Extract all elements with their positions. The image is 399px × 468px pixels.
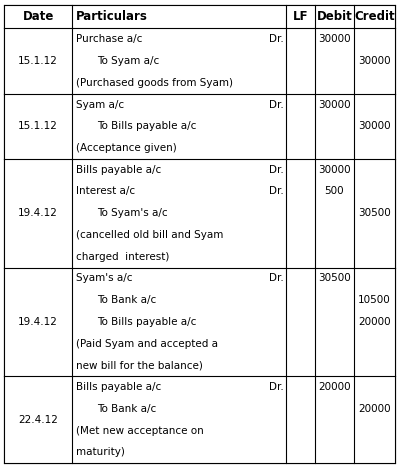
Text: To Syam a/c: To Syam a/c bbox=[97, 56, 160, 66]
Text: Syam's a/c: Syam's a/c bbox=[76, 273, 132, 284]
Text: Bills payable a/c: Bills payable a/c bbox=[76, 382, 161, 392]
Text: 20000: 20000 bbox=[358, 317, 391, 327]
Bar bbox=[4, 94, 395, 159]
Text: 30500: 30500 bbox=[358, 208, 391, 218]
Text: Date: Date bbox=[22, 10, 54, 23]
Text: 30000: 30000 bbox=[318, 100, 351, 110]
Text: 19.4.12: 19.4.12 bbox=[18, 317, 58, 327]
Bar bbox=[4, 5, 395, 29]
Text: (Purchased goods from Syam): (Purchased goods from Syam) bbox=[76, 78, 233, 88]
Text: new bill for the balance): new bill for the balance) bbox=[76, 360, 202, 371]
Text: 19.4.12: 19.4.12 bbox=[18, 208, 58, 218]
Text: 20000: 20000 bbox=[318, 382, 351, 392]
Text: Dr.: Dr. bbox=[269, 382, 284, 392]
Text: (cancelled old bill and Syam: (cancelled old bill and Syam bbox=[76, 230, 223, 240]
Text: (Acceptance given): (Acceptance given) bbox=[76, 143, 176, 153]
Text: Purchase a/c: Purchase a/c bbox=[76, 34, 142, 44]
Text: Syam a/c: Syam a/c bbox=[76, 100, 124, 110]
Text: Dr.: Dr. bbox=[269, 34, 284, 44]
Text: 10500: 10500 bbox=[358, 295, 391, 305]
Text: 30000: 30000 bbox=[318, 34, 351, 44]
Text: 22.4.12: 22.4.12 bbox=[18, 415, 58, 425]
Text: 30000: 30000 bbox=[358, 56, 391, 66]
Text: Interest a/c: Interest a/c bbox=[76, 186, 135, 197]
Text: 30000: 30000 bbox=[358, 121, 391, 131]
Text: Dr.: Dr. bbox=[269, 273, 284, 284]
Text: Dr.: Dr. bbox=[269, 186, 284, 197]
Text: 20000: 20000 bbox=[358, 404, 391, 414]
Bar bbox=[4, 268, 395, 376]
Text: charged  interest): charged interest) bbox=[76, 252, 169, 262]
Text: 500: 500 bbox=[325, 186, 344, 197]
Text: To Bills payable a/c: To Bills payable a/c bbox=[97, 121, 197, 131]
Bar bbox=[4, 29, 395, 94]
Text: 15.1.12: 15.1.12 bbox=[18, 56, 58, 66]
Text: Bills payable a/c: Bills payable a/c bbox=[76, 165, 161, 175]
Text: Credit: Credit bbox=[354, 10, 395, 23]
Bar bbox=[4, 159, 395, 268]
Text: Debit: Debit bbox=[316, 10, 352, 23]
Text: To Bank a/c: To Bank a/c bbox=[97, 295, 157, 305]
Text: Particulars: Particulars bbox=[76, 10, 148, 23]
Text: (Paid Syam and accepted a: (Paid Syam and accepted a bbox=[76, 339, 217, 349]
Bar bbox=[4, 376, 395, 463]
Text: To Syam's a/c: To Syam's a/c bbox=[97, 208, 168, 218]
Text: To Bills payable a/c: To Bills payable a/c bbox=[97, 317, 197, 327]
Text: maturity): maturity) bbox=[76, 447, 124, 457]
Text: 15.1.12: 15.1.12 bbox=[18, 121, 58, 131]
Text: 30500: 30500 bbox=[318, 273, 351, 284]
Text: 30000: 30000 bbox=[318, 165, 351, 175]
Text: (Met new acceptance on: (Met new acceptance on bbox=[76, 426, 203, 436]
Text: To Bank a/c: To Bank a/c bbox=[97, 404, 157, 414]
Text: Dr.: Dr. bbox=[269, 100, 284, 110]
Text: LF: LF bbox=[292, 10, 308, 23]
Text: Dr.: Dr. bbox=[269, 165, 284, 175]
